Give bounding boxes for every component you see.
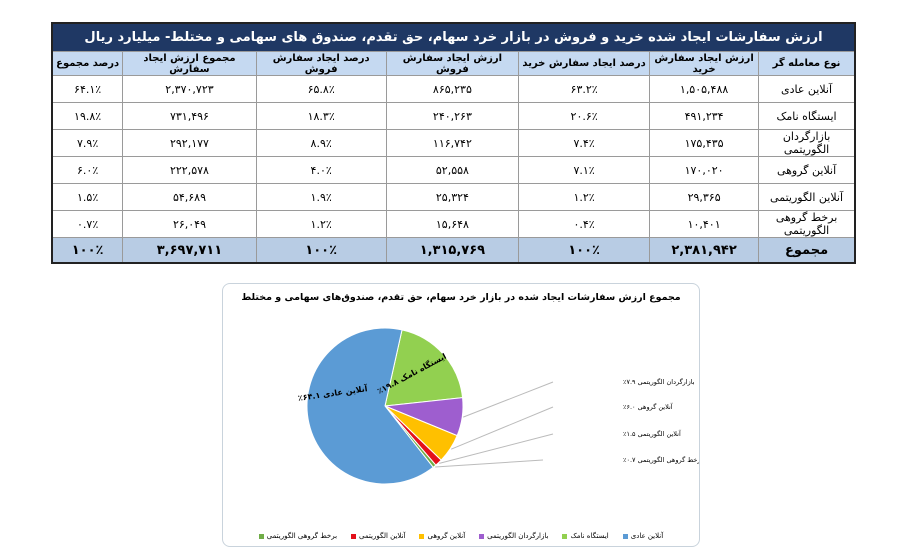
legend-label: ایستگاه نامک [570,532,609,540]
data-label: بازارگردان الگوریتمی ۷.۹٪ [623,378,695,386]
orders-table: ارزش سفارشات ایجاد شده خرید و فروش در با… [51,22,856,264]
column-header: ارزش ایجاد سفارش خرید [649,51,760,76]
column-header: مجموع ارزش ایجاد سفارش [122,51,257,76]
legend-item: آنلاین گروهی [419,532,465,540]
value-cell: ۱,۵۰۵,۴۸۸ [649,75,760,103]
leader-line [435,459,544,468]
legend-item: برخط گروهی الگوریتمی [258,532,338,540]
value-cell: ۸۶۵,۲۳۵ [385,75,520,103]
value-cell: ۲,۳۷۰,۷۲۳ [122,75,257,103]
value-cell: ۱۸.۳٪ [255,102,387,130]
total-cell: مجموع [758,237,856,264]
trader-type-cell: آنلاین گروهی [758,156,856,184]
data-label: برخط گروهی الگوریتمی ۰.۷٪ [623,456,699,464]
value-cell: ۷.۴٪ [518,129,651,157]
legend-label: برخط گروهی الگوریتمی [266,532,338,540]
value-cell: ۱۰,۴۰۱ [649,210,760,238]
pie-svg: آنلاین عادی ۶۴.۱٪ ایستگاه نامک ۱۹.۸٪ بازار… [297,327,699,485]
leader-line [439,433,554,464]
legend-item: بازارگردان الگوریتمی [479,532,548,540]
table-row: آنلاین عادی ۱,۵۰۵,۴۸۸ ۶۳.۲٪ ۸۶۵,۲۳۵ ۶۵.۸٪ ۲,۳… [51,75,856,103]
total-cell: ۲,۳۸۱,۹۴۲ [649,237,760,264]
table-row: بازارگردان الگوریتمی ۱۷۵,۴۳۵ ۷.۴٪ ۱۱۶,۷۴۲ ۸.… [51,129,856,157]
value-cell: ۶۵.۸٪ [255,75,387,103]
table-row: ایستگاه نامک ۴۹۱,۲۳۴ ۲۰.۶٪ ۲۴۰,۲۶۳ ۱۸.۳٪ ۷۳۱,… [51,102,856,130]
leader-line [463,381,554,418]
total-cell: ۱۰۰٪ [255,237,387,264]
value-cell: ۴.۰٪ [255,156,387,184]
total-cell: ۱۰۰٪ [518,237,651,264]
legend-swatch [419,533,425,539]
value-cell: ۷.۱٪ [518,156,651,184]
value-cell: ۰.۷٪ [51,210,124,238]
table-row: آنلاین الگوریتمی ۲۹,۳۶۵ ۱.۲٪ ۲۵,۳۲۴ ۱.۹٪ ۵۴,۶… [51,183,856,211]
value-cell: ۶.۰٪ [51,156,124,184]
value-cell: ۷۳۱,۴۹۶ [122,102,257,130]
column-header: درصد ایجاد سفارش فروش [255,51,387,76]
value-cell: ۲۴۰,۲۶۳ [385,102,520,130]
value-cell: ۷.۹٪ [51,129,124,157]
value-cell: ۱۹.۸٪ [51,102,124,130]
column-header: نوع معامله گر [758,51,856,76]
legend-swatch [622,533,628,539]
table-row: آنلاین گروهی ۱۷۰,۰۲۰ ۷.۱٪ ۵۲,۵۵۸ ۴.۰٪ ۲۲۲,۵۷۸… [51,156,856,184]
legend-label: آنلاین الگوریتمی [359,532,406,540]
pie-slice [384,329,464,407]
trader-type-cell: آنلاین الگوریتمی [758,183,856,211]
column-header: درصد مجموع [51,51,124,76]
value-cell: ۱۵,۶۴۸ [385,210,520,238]
column-header: ارزش ایجاد سفارش فروش [385,51,520,76]
legend-swatch [479,533,485,539]
total-cell: ۱,۳۱۵,۷۶۹ [385,237,520,264]
table-row: برخط گروهی الگوریتمی ۱۰,۴۰۱ ۰.۴٪ ۱۵,۶۴۸ ۱.۲٪… [51,210,856,238]
legend-swatch [258,533,264,539]
legend-label: آنلاین گروهی [427,532,466,540]
value-cell: ۱.۲٪ [518,183,651,211]
value-cell: ۵۲,۵۵۸ [385,156,520,184]
pie-slice [306,327,434,485]
value-cell: ۱.۲٪ [255,210,387,238]
legend-label: بازارگردان الگوریتمی [487,532,549,540]
pie-chart: مجموع ارزش سفارشات ایجاد شده در بازار خر… [222,283,700,547]
chart-legend: آنلاین عادی ایستگاه نامک بازارگردان الگوری… [223,532,699,540]
trader-type-cell: بازارگردان الگوریتمی [758,129,856,157]
legend-item: آنلاین عادی [622,532,664,540]
chart-title: مجموع ارزش سفارشات ایجاد شده در بازار خر… [241,292,681,303]
legend-item: ایستگاه نامک [562,532,609,540]
total-cell: ۳,۶۹۷,۷۱۱ [122,237,257,264]
value-cell: ۲۹,۳۶۵ [649,183,760,211]
value-cell: ۱۷۵,۴۳۵ [649,129,760,157]
value-cell: ۲۰.۶٪ [518,102,651,130]
value-cell: ۱۷۰,۰۲۰ [649,156,760,184]
value-cell: ۸.۹٪ [255,129,387,157]
value-cell: ۲۲۲,۵۷۸ [122,156,257,184]
total-row: مجموع ۲,۳۸۱,۹۴۲ ۱۰۰٪ ۱,۳۱۵,۷۶۹ ۱۰۰٪ ۳,۶۹۷,۷۱۱… [51,237,856,264]
trader-type-cell: ایستگاه نامک [758,102,856,130]
value-cell: ۱.۵٪ [51,183,124,211]
trader-type-cell: آنلاین عادی [758,75,856,103]
legend-label: آنلاین عادی [630,532,664,540]
value-cell: ۶۳.۲٪ [518,75,651,103]
value-cell: ۲۶,۰۴۹ [122,210,257,238]
legend-swatch [562,533,568,539]
column-header: درصد ایجاد سفارش خرید [518,51,651,76]
value-cell: ۲۵,۳۲۴ [385,183,520,211]
value-cell: ۵۴,۶۸۹ [122,183,257,211]
legend-swatch [351,533,357,539]
table-title: ارزش سفارشات ایجاد شده خرید و فروش در با… [51,22,856,52]
total-cell: ۱۰۰٪ [51,237,124,264]
legend-item: آنلاین الگوریتمی [351,532,405,540]
value-cell: ۲۹۲,۱۷۷ [122,129,257,157]
value-cell: ۶۴.۱٪ [51,75,124,103]
value-cell: ۴۹۱,۲۳۴ [649,102,760,130]
leader-line [450,406,554,450]
data-label: آنلاین گروهی ۶.۰٪ [623,402,674,411]
value-cell: ۰.۴٪ [518,210,651,238]
trader-type-cell: برخط گروهی الگوریتمی [758,210,856,238]
data-label: آنلاین الگوریتمی ۱.۵٪ [623,429,682,438]
value-cell: ۱۱۶,۷۴۲ [385,129,520,157]
value-cell: ۱.۹٪ [255,183,387,211]
